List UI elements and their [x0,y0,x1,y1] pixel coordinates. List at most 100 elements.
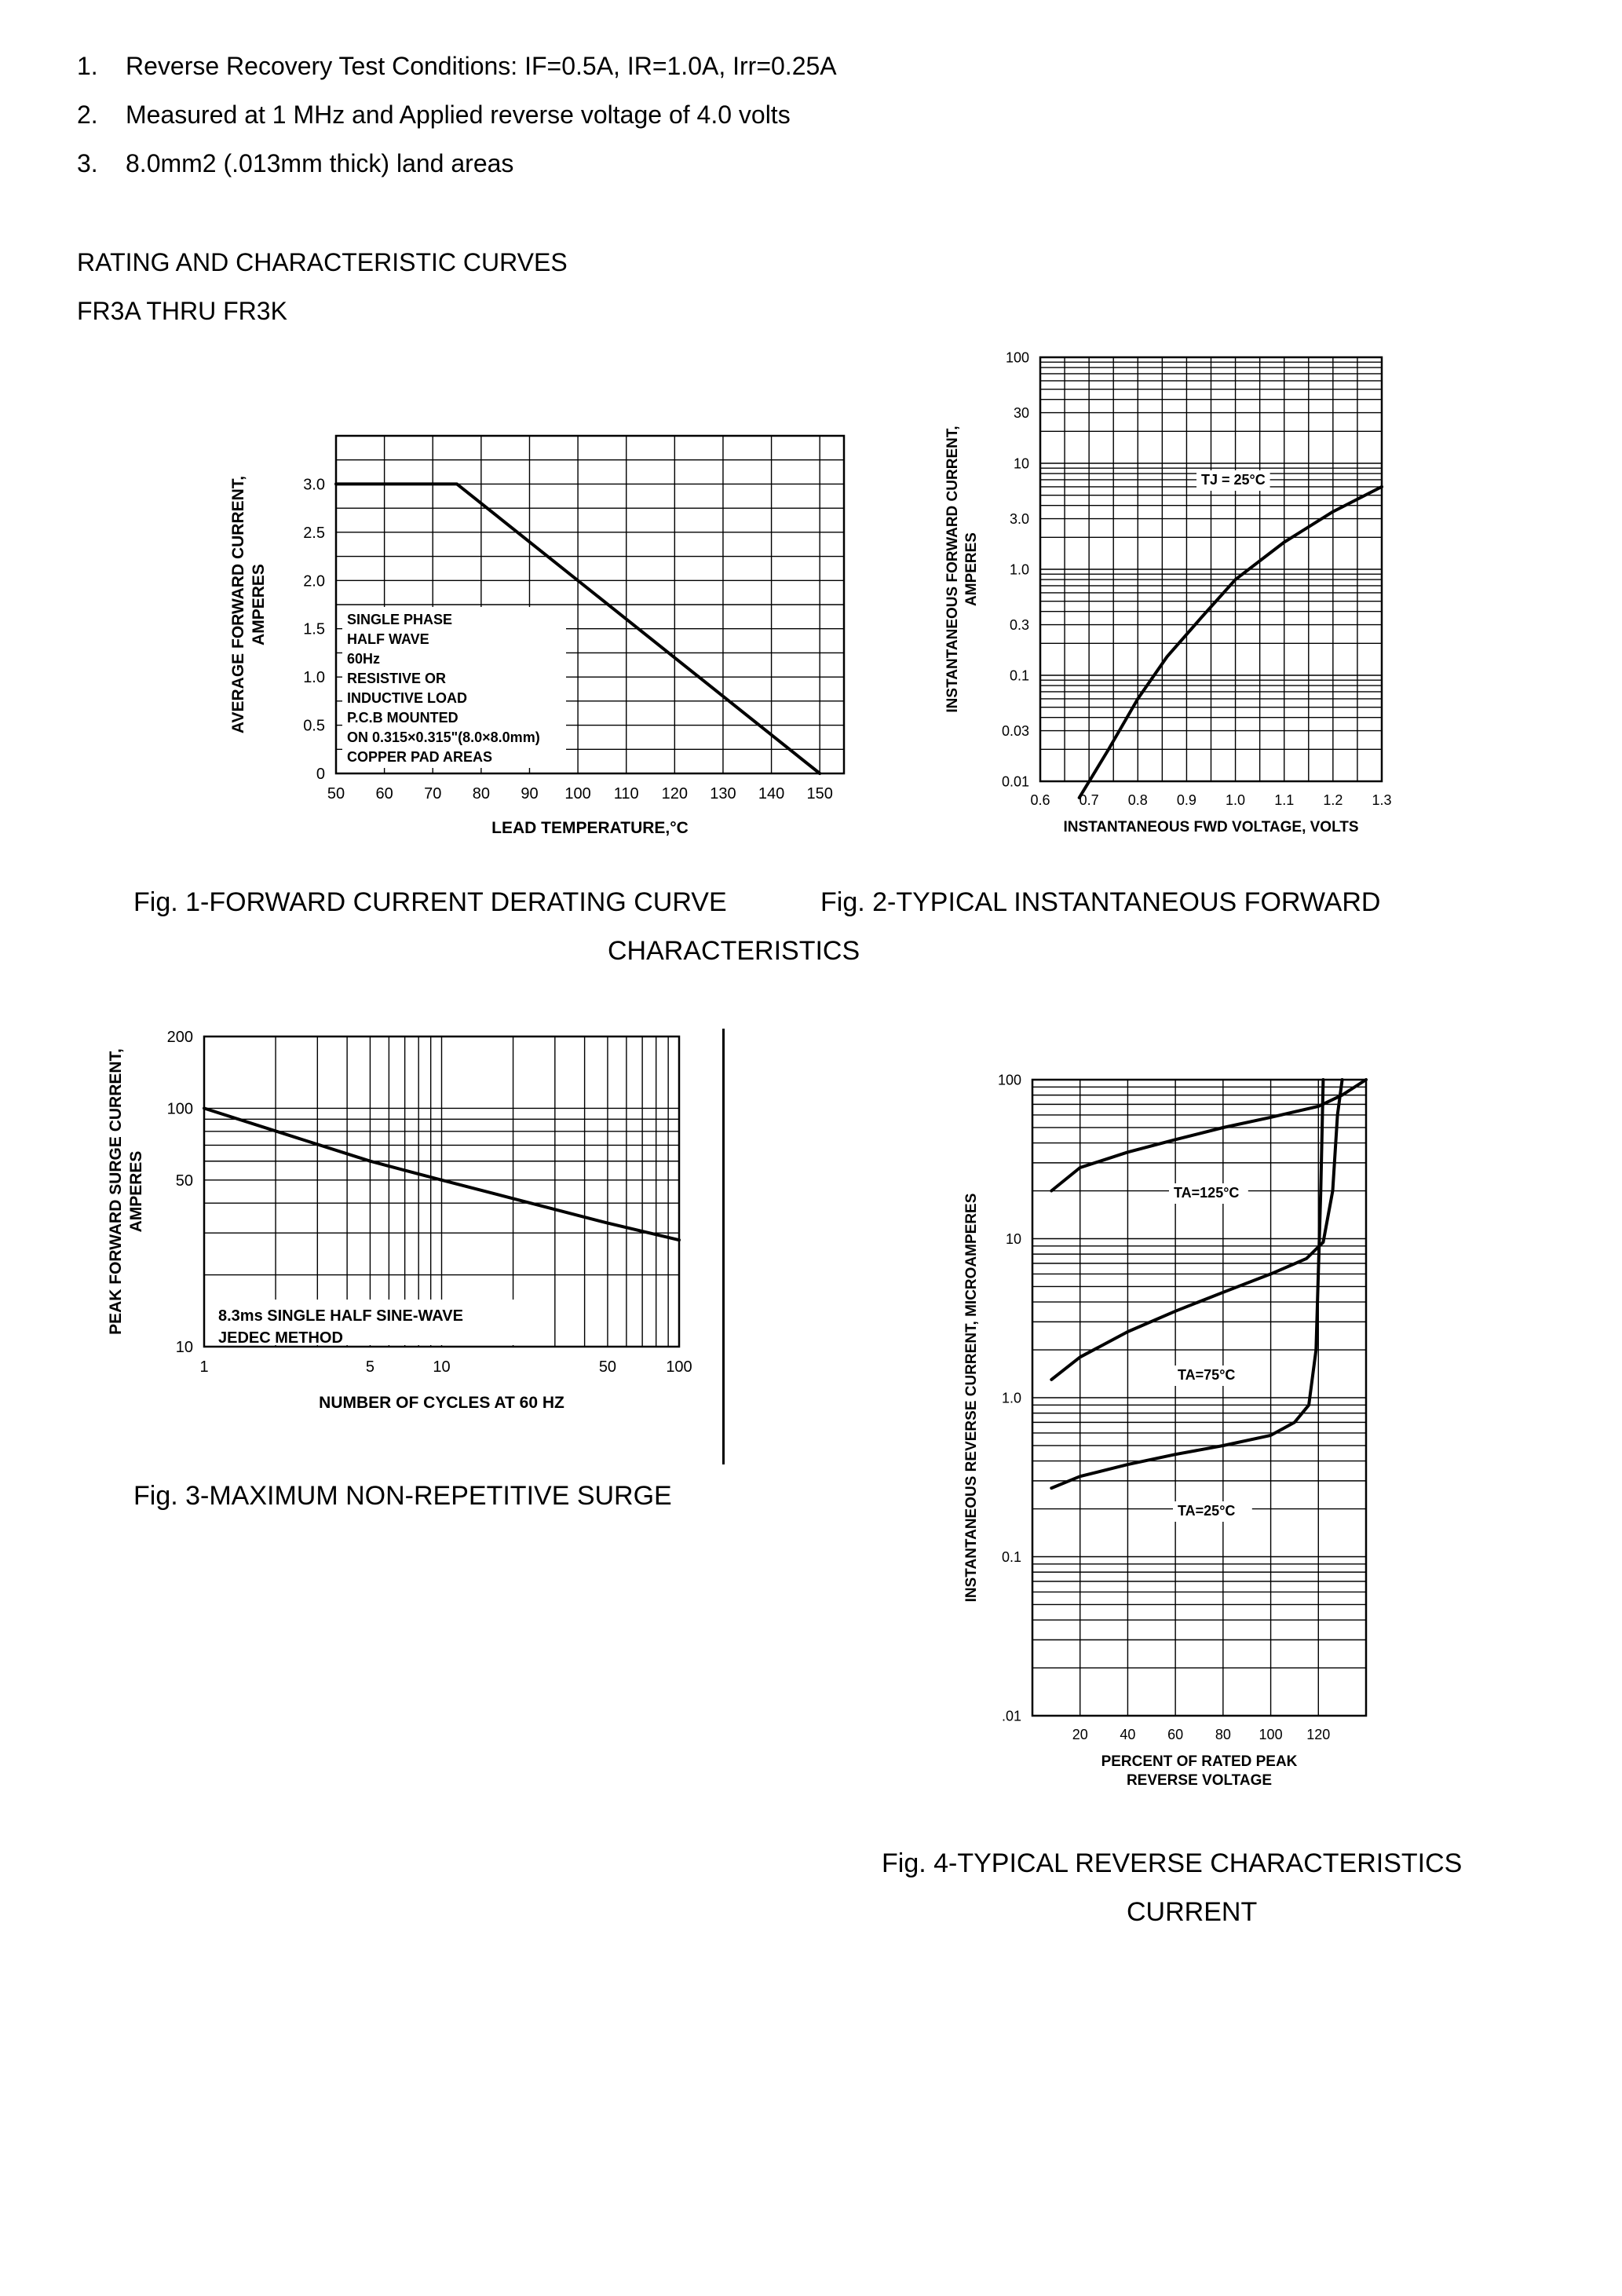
annotation-background [342,607,566,768]
y-tick-label: 0.3 [1010,617,1029,633]
x-tick-label: 100 [564,785,590,803]
y-axis-label: AMPERES [127,1151,145,1233]
fig2-caption-line1: Fig. 2-TYPICAL INSTANTANEOUS FORWARD [820,887,1381,917]
fig4-caption-line2: CURRENT [1127,1897,1258,1927]
x-tick-label: 20 [1072,1727,1088,1742]
fig3-caption: Fig. 3-MAXIMUM NON-REPETITIVE SURGE [133,1481,672,1511]
x-tick-label: 90 [521,785,538,803]
y-tick-label: 50 [176,1172,193,1190]
series-label: TA=75°C [1178,1367,1235,1383]
x-axis-label: LEAD TEMPERATURE,°C [491,819,689,837]
x-tick-label: 0.8 [1128,792,1148,808]
section-subtitle: FR3A THRU FR3K [77,297,287,325]
chart-annotation: RESISTIVE OR [347,671,446,686]
note-1: 1. Reverse Recovery Test Conditions: IF=0… [77,50,837,82]
y-axis-label: INSTANTANEOUS FORWARD CURRENT, [944,426,961,712]
y-tick-label: 0.01 [1002,773,1029,789]
series-label-background [1173,1501,1252,1522]
y-tick-label: 0.03 [1002,723,1029,739]
x-tick-label: 0.6 [1030,792,1050,808]
chart-annotation: COPPER PAD AREAS [347,749,492,765]
x-tick-label: 10 [433,1358,450,1376]
y-axis-label: AMPERES [250,564,268,645]
series-label: TA=25°C [1178,1503,1235,1519]
series-line-ta-25-c [1050,1078,1325,1490]
y-tick-label: 2.5 [303,525,325,542]
x-tick-label: 120 [1306,1727,1330,1742]
note-text: Measured at 1 MHz and Applied reverse vo… [126,101,791,129]
x-axis-label: PERCENT OF RATED PEAK [1101,1753,1298,1770]
x-tick-label: 70 [424,785,441,803]
chart-annotation: 60Hz [347,651,380,667]
x-tick-label: 0.7 [1080,792,1099,808]
fig2-caption-line2: CHARACTERISTICS [608,936,860,966]
y-axis-label: INSTANTANEOUS REVERSE CURRENT, MICROAMPE… [963,1194,980,1603]
x-tick-label: 120 [662,785,688,803]
x-tick-label: 50 [327,785,345,803]
chart-annotation: JEDEC METHOD [218,1329,343,1347]
note-number: 1. [77,52,98,80]
fig4-reverse-characteristics-chart: 20 40 60 80 100 120 .01 0.1 1.0 10 100 PERCENT OF R… [963,1072,1368,1789]
fig1-derating-chart: 50 60 70 80 90 100 110 120 130 140 150 0 0.5 1.0 1.5 2.… [229,434,846,837]
x-tick-label: 1.1 [1274,792,1294,808]
y-tick-label: 3.0 [1010,511,1029,527]
y-tick-label: 100 [998,1072,1021,1088]
chart-annotation: P.C.B MOUNTED [347,710,458,726]
note-number: 3. [77,149,98,177]
y-axis-label: AMPERES [963,532,980,606]
x-tick-label: 40 [1120,1727,1135,1742]
x-tick-label: 60 [375,785,393,803]
y-axis-label: PEAK FORWARD SURGE CURRENT, [107,1048,125,1335]
y-tick-label: 100 [167,1100,193,1117]
annotation-background [214,1300,535,1345]
y-tick-label: 100 [1006,349,1029,365]
y-tick-label: 10 [1006,1231,1021,1247]
x-tick-label: 100 [666,1358,692,1376]
note-text: Reverse Recovery Test Conditions: IF=0.5… [126,52,837,80]
y-tick-label: 2.0 [303,572,325,590]
x-axis-label: REVERSE VOLTAGE [1127,1772,1272,1789]
x-tick-label: 80 [473,785,490,803]
x-tick-label: 1 [199,1358,208,1376]
x-tick-label: 50 [599,1358,616,1376]
y-tick-label: 1.0 [1002,1390,1021,1406]
x-tick-label: 0.9 [1177,792,1196,808]
y-tick-label: 1.5 [303,621,325,638]
section-title: RATING AND CHARACTERISTIC CURVES [77,248,568,276]
vertical-divider [722,1029,725,1464]
x-tick-label: 140 [758,785,784,803]
plot-frame [203,1035,681,1348]
x-tick-label: 1.3 [1372,792,1391,808]
y-tick-label: 10 [1014,455,1029,471]
x-tick-label: 150 [807,785,833,803]
series-line-series-0 [1077,484,1383,799]
chart-annotation: 8.3ms SINGLE HALF SINE-WAVE [218,1307,463,1325]
y-tick-label: .01 [1002,1708,1021,1724]
note-2: 2. Measured at 1 MHz and Applied reverse … [77,99,791,130]
x-axis-label: NUMBER OF CYCLES AT 60 HZ [319,1394,564,1412]
chart-annotation: INDUCTIVE LOAD [347,690,467,706]
fig3-surge-chart: 1 5 10 50 100 10 50 100 200 NUMBER OF CYCLES AT 6… [107,1029,692,1412]
y-tick-label: 0.1 [1002,1549,1021,1565]
y-axis-label: AVERAGE FORWARD CURRENT, [229,476,247,733]
y-tick-label: 200 [167,1029,193,1046]
x-tick-label: 130 [710,785,736,803]
y-tick-label: 1.0 [303,669,325,686]
series-line-ta-75-c [1050,1078,1344,1381]
series-label-background [1169,1183,1248,1204]
x-tick-label: 1.2 [1323,792,1343,808]
chart-annotation: HALF WAVE [347,631,429,647]
note-3: 3. 8.0mm2 (.013mm thick) land areas [77,148,513,179]
y-tick-label: 0 [316,766,325,783]
x-tick-label: 100 [1259,1727,1283,1742]
y-tick-label: 10 [176,1339,193,1356]
y-tick-label: 3.0 [303,476,325,493]
note-number: 2. [77,101,98,129]
x-axis-label: INSTANTANEOUS FWD VOLTAGE, VOLTS [1063,819,1358,835]
plot-frame [1039,356,1383,783]
y-tick-label: 0.5 [303,718,325,735]
series-line-ta-125-c [1050,1078,1368,1193]
fig1-caption: Fig. 1-FORWARD CURRENT DERATING CURVE [133,887,727,917]
plot-frame [1031,1078,1368,1717]
series-label: TA=125°C [1174,1185,1239,1201]
